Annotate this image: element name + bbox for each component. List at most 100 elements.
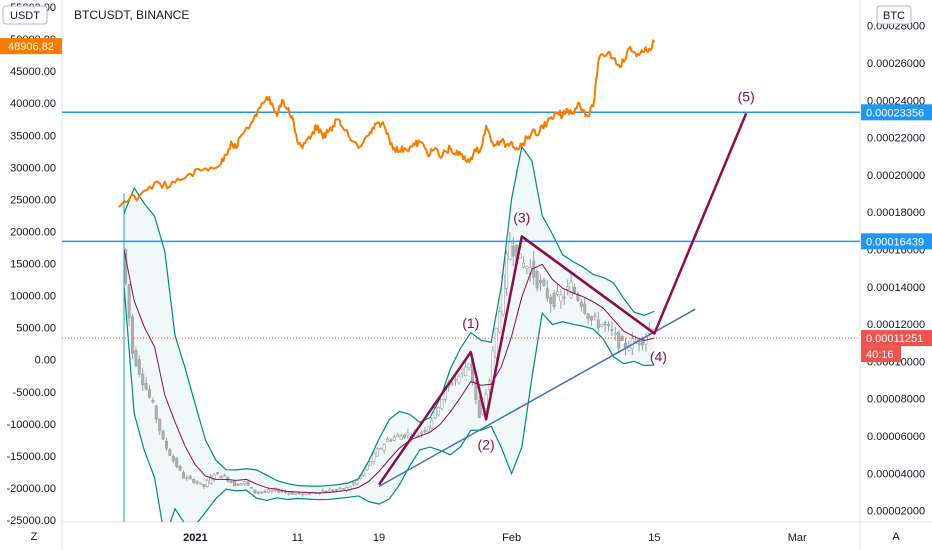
middle-band: [123, 249, 655, 494]
right-tick-label: 0.00026000: [867, 58, 925, 70]
auto-scale-right-button[interactable]: A: [892, 531, 900, 543]
candle-body: [511, 246, 515, 257]
candle-body: [243, 481, 247, 484]
candle-body: [596, 319, 600, 328]
chart-title: BTCUSDT, BINANCE: [74, 8, 189, 22]
left-unit-label: USDT: [10, 10, 40, 22]
candle-body: [229, 480, 233, 483]
candle-body: [175, 458, 179, 467]
candle-body: [606, 324, 610, 326]
right-tick-label: 0.00002000: [867, 506, 925, 518]
candle-body: [202, 483, 206, 487]
candle-body: [375, 448, 379, 457]
candle-body: [593, 315, 597, 317]
candle-body: [555, 291, 559, 295]
candle-body: [399, 435, 403, 440]
candle-body: [324, 490, 328, 493]
candle-body: [460, 368, 464, 374]
candle-body: [498, 311, 502, 333]
candle-body: [222, 475, 226, 477]
left-tick-label: 30000.00: [10, 162, 56, 174]
time-axis[interactable]: 2021 11 19 Feb 15 Mar: [183, 532, 807, 544]
horizontal-levels[interactable]: [62, 111, 860, 339]
candle-body: [566, 286, 570, 290]
candle-body: [290, 491, 294, 495]
candle-body: [525, 266, 529, 269]
candle-body: [154, 405, 158, 420]
candle-body: [538, 280, 542, 284]
right-tick-label: 0.00022000: [867, 133, 925, 145]
candle-body: [372, 453, 376, 462]
candle-body: [440, 398, 444, 409]
bollinger-bands: [123, 145, 655, 522]
right-axis[interactable]: 0.000280000.000260000.000240000.00022000…: [867, 21, 925, 518]
candle-body: [219, 475, 223, 479]
candle-body: [348, 486, 352, 490]
elliott-wave-path[interactable]: [377, 112, 748, 486]
candle-body: [396, 434, 400, 438]
candle-body: [300, 493, 304, 496]
left-tick-label: -20000.00: [6, 483, 56, 495]
last-price-right-label: 0.00011251: [866, 333, 923, 345]
candle-body: [185, 476, 189, 479]
candle-body: [236, 483, 240, 486]
countdown-label: 40:16: [866, 349, 894, 361]
right-tick-label: 0.00020000: [867, 170, 925, 182]
candle-body: [141, 373, 145, 385]
left-tick-label: 5000.00: [16, 323, 56, 335]
auto-scale-left-button[interactable]: Z: [31, 531, 38, 543]
left-tick-label: 0.00: [35, 355, 56, 367]
left-tick-label: -5000.00: [13, 387, 56, 399]
left-tick-label: 10000.00: [10, 291, 56, 303]
candle-body: [294, 493, 298, 496]
candle-body: [406, 432, 410, 436]
candle-body: [572, 286, 576, 293]
wave-label: (5): [738, 88, 755, 104]
wave-label: (1): [462, 315, 479, 331]
candle-body: [450, 383, 454, 386]
candle-body: [600, 324, 604, 327]
level-price-label: 0.00023356: [866, 107, 924, 119]
candle-body: [158, 418, 162, 432]
candle-body: [617, 331, 621, 349]
candle-body: [559, 294, 563, 302]
band-area: [124, 146, 655, 522]
left-tick-label: -10000.00: [6, 419, 56, 431]
wave-label: (2): [478, 436, 495, 452]
candle-body: [178, 465, 182, 471]
right-tick-label: 0.00024000: [867, 95, 925, 107]
candle-body: [467, 363, 471, 368]
left-unit-badge[interactable]: USDT: [2, 5, 48, 25]
candle-body: [171, 456, 175, 462]
candle-body: [334, 489, 338, 491]
candle-body: [168, 449, 172, 456]
candle-body: [134, 350, 138, 367]
candle-body: [419, 431, 423, 434]
candle-body: [182, 472, 186, 479]
candle-body: [586, 313, 590, 320]
candle-body: [233, 480, 237, 487]
candle-body: [562, 296, 566, 299]
candle-body: [328, 489, 332, 492]
time-tick-label: Feb: [502, 532, 521, 544]
candle-body: [627, 347, 631, 351]
candle-body: [613, 332, 617, 336]
candle-body: [379, 447, 383, 450]
left-tick-label: 35000.00: [10, 130, 56, 142]
candle-body: [216, 472, 220, 474]
elliott-wave[interactable]: [377, 112, 748, 486]
candle-body: [610, 329, 614, 331]
right-tick-label: 0.00012000: [867, 319, 925, 331]
level-price-label: 0.00016439: [866, 236, 924, 248]
candle-body: [188, 476, 192, 479]
candle-body: [148, 389, 152, 398]
candle-body: [321, 490, 325, 492]
candle-body: [389, 439, 393, 442]
level-price-tag: [861, 104, 932, 121]
support-trendline[interactable]: [378, 308, 696, 488]
left-axis[interactable]: 55000.0050000.0045000.0040000.0035000.00…: [6, 2, 56, 527]
candle-body: [144, 383, 148, 390]
right-unit-badge[interactable]: BTC: [876, 5, 912, 25]
btcusdt-line: [118, 39, 656, 208]
